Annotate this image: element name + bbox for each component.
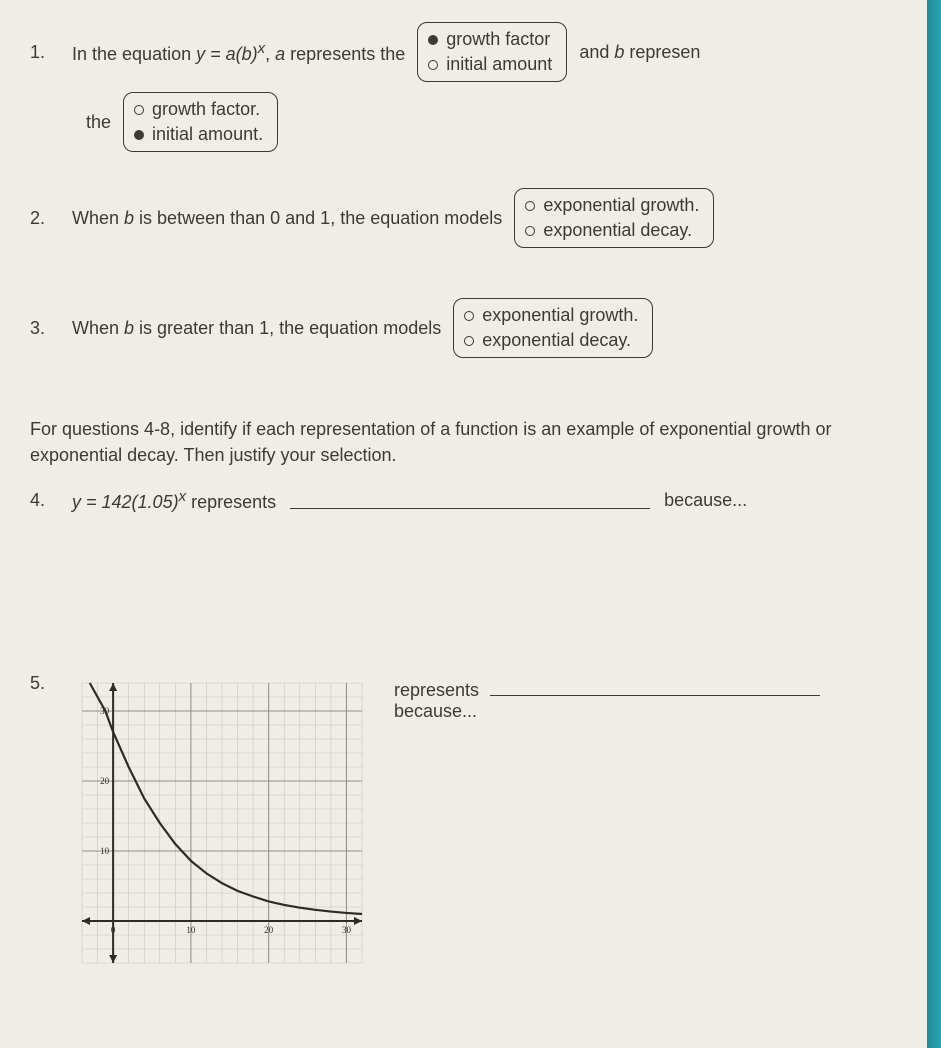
q1-tail-b: represen xyxy=(624,42,700,62)
q1-choice-initial-amount[interactable]: initial amount xyxy=(428,54,552,75)
q2-number: 2. xyxy=(30,208,64,229)
q4-text: y = 142(1.05)x represents xyxy=(72,488,276,513)
q2-var: b xyxy=(124,208,134,228)
radio-filled-icon xyxy=(134,130,144,140)
q3-text: When b is greater than 1, the equation m… xyxy=(72,318,441,339)
q2-text: When b is between than 0 and 1, the equa… xyxy=(72,208,502,229)
q1-var-a: a xyxy=(275,44,285,64)
q1-number: 1. xyxy=(30,42,64,63)
choice-label: growth factor. xyxy=(152,99,260,120)
q1-choice-growth-factor[interactable]: growth factor xyxy=(428,29,552,50)
radio-filled-icon xyxy=(428,35,438,45)
q1b-choice-initial-amount[interactable]: initial amount. xyxy=(134,124,263,145)
q3-var: b xyxy=(124,318,134,338)
question-2: 2. When b is between than 0 and 1, the e… xyxy=(30,188,891,248)
svg-text:10: 10 xyxy=(100,846,110,856)
svg-text:20: 20 xyxy=(100,776,110,786)
choice-label: exponential decay. xyxy=(543,220,692,241)
q5-blank[interactable] xyxy=(490,677,820,696)
q1-tail: and b represen xyxy=(579,42,700,63)
q1-choice-box-2[interactable]: growth factor. initial amount. xyxy=(123,92,278,152)
q3-text-b: is greater than 1, the equation models xyxy=(134,318,441,338)
q1-var-b: b xyxy=(614,42,624,62)
q5-chart: 0102030102030 xyxy=(72,673,372,973)
q1-text-a: In the equation xyxy=(72,44,196,64)
q2-choice-growth[interactable]: exponential growth. xyxy=(525,195,699,216)
q3-choice-box[interactable]: exponential growth. exponential decay. xyxy=(453,298,653,358)
q2-choice-box[interactable]: exponential growth. exponential decay. xyxy=(514,188,714,248)
q2-choice-decay[interactable]: exponential decay. xyxy=(525,220,699,241)
q5-number: 5. xyxy=(30,673,64,694)
q1-eq: y = a(b) xyxy=(196,44,258,64)
choice-label: growth factor xyxy=(446,29,550,50)
q4-represents: represents xyxy=(186,492,276,512)
choice-label: exponential growth. xyxy=(543,195,699,216)
q5-text: represents because... xyxy=(394,673,826,722)
q3-text-a: When xyxy=(72,318,124,338)
q1-text-b: , xyxy=(265,44,275,64)
q1-choice-box-1[interactable]: growth factor initial amount xyxy=(417,22,567,82)
question-4: 4. y = 142(1.05)x represents because... xyxy=(30,488,891,513)
radio-empty-icon xyxy=(525,226,535,236)
q2-text-a: When xyxy=(72,208,124,228)
q4-eq: y = 142(1.05) xyxy=(72,492,179,512)
question-3: 3. When b is greater than 1, the equatio… xyxy=(30,298,891,358)
q5-represents: represents xyxy=(394,680,479,700)
q4-number: 4. xyxy=(30,490,64,511)
q5-because: because... xyxy=(394,701,477,721)
radio-empty-icon xyxy=(525,201,535,211)
q1b-choice-growth-factor[interactable]: growth factor. xyxy=(134,99,263,120)
question-1-line2: the growth factor. initial amount. xyxy=(86,92,891,152)
q1-text: In the equation y = a(b)x, a represents … xyxy=(72,40,405,65)
svg-text:20: 20 xyxy=(264,925,274,935)
q4-blank[interactable] xyxy=(290,492,650,509)
radio-empty-icon xyxy=(464,311,474,321)
svg-text:10: 10 xyxy=(186,925,196,935)
page-edge xyxy=(927,0,941,1048)
radio-empty-icon xyxy=(134,105,144,115)
q3-choice-growth[interactable]: exponential growth. xyxy=(464,305,638,326)
q2-text-b: is between than 0 and 1, the equation mo… xyxy=(134,208,502,228)
q1-the: the xyxy=(86,112,111,133)
choice-label: initial amount xyxy=(446,54,552,75)
question-5: 5. 0102030102030 represents because... xyxy=(30,673,891,973)
radio-empty-icon xyxy=(464,336,474,346)
q4-sup: x xyxy=(179,488,187,505)
q1-tail-a: and xyxy=(579,42,614,62)
radio-empty-icon xyxy=(428,60,438,70)
q3-choice-decay[interactable]: exponential decay. xyxy=(464,330,638,351)
choice-label: exponential growth. xyxy=(482,305,638,326)
q4-because: because... xyxy=(664,490,747,511)
choice-label: exponential decay. xyxy=(482,330,631,351)
section-instructions: For questions 4-8, identify if each repr… xyxy=(30,416,891,468)
worksheet-page: 1. In the equation y = a(b)x, a represen… xyxy=(0,0,927,1048)
svg-text:30: 30 xyxy=(342,925,352,935)
question-1: 1. In the equation y = a(b)x, a represen… xyxy=(30,22,891,82)
choice-label: initial amount. xyxy=(152,124,263,145)
q1-text-c: represents the xyxy=(285,44,405,64)
q3-number: 3. xyxy=(30,318,64,339)
svg-text:0: 0 xyxy=(111,925,116,935)
